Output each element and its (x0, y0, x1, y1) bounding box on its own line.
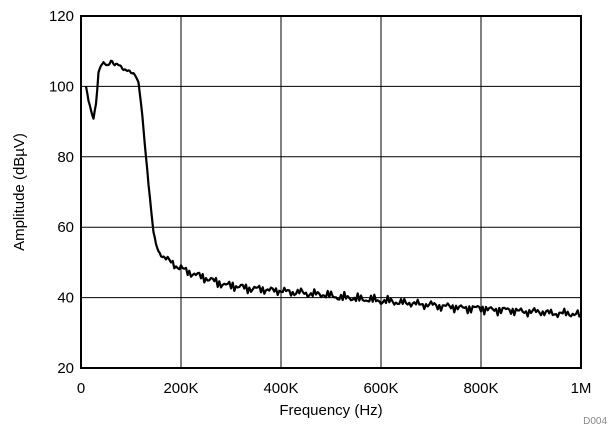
y-tick-label: 80 (57, 149, 74, 166)
grid (81, 16, 581, 368)
y-axis-ticks: 20 40 60 80 100 120 (49, 8, 74, 377)
y-axis-title: Amplitude (dBµV) (11, 133, 28, 251)
x-tick-label: 800K (463, 380, 498, 397)
y-tick-label: 60 (57, 219, 74, 236)
plot-frame (80, 15, 582, 369)
y-tick-label: 120 (49, 8, 74, 25)
x-axis-title: Frequency (Hz) (279, 402, 382, 419)
x-tick-label: 1M (571, 380, 592, 397)
y-tick-label: 20 (57, 360, 74, 377)
x-tick-label: 200K (163, 380, 198, 397)
x-tick-label: 400K (263, 380, 298, 397)
y-tick-label: 40 (57, 290, 74, 307)
x-tick-label: 0 (77, 380, 85, 397)
x-axis-ticks: 0 200K 400K 600K 800K 1M (77, 380, 592, 397)
x-tick-label: 600K (363, 380, 398, 397)
series-line (84, 59, 582, 319)
y-tick-label: 100 (49, 78, 74, 95)
figure-code: D004 (583, 416, 607, 427)
